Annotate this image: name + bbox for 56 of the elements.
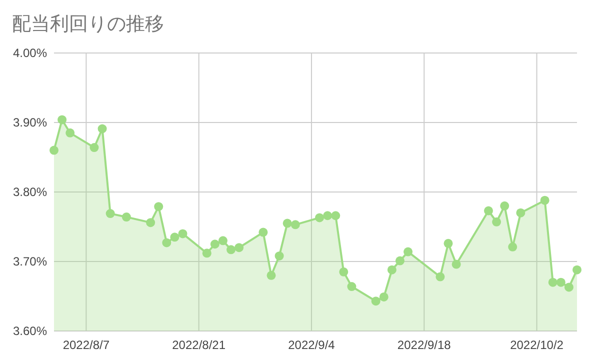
x-tick-label: 2022/10/2: [510, 338, 564, 352]
point: [492, 217, 502, 226]
point: [122, 212, 131, 222]
point: [484, 206, 493, 216]
y-tick-label: 3.90%: [12, 116, 48, 130]
point: [146, 218, 156, 228]
point: [266, 270, 276, 280]
x-tick-label: 2022/9/4: [288, 338, 336, 352]
point: [258, 228, 268, 237]
point: [162, 238, 172, 248]
point: [178, 229, 188, 238]
point: [516, 208, 526, 218]
x-tick-label: 2022/8/21: [172, 338, 226, 352]
point: [331, 211, 340, 220]
y-tick-label: 3.80%: [12, 185, 48, 199]
point: [154, 202, 164, 212]
point: [404, 247, 413, 256]
point: [444, 238, 453, 248]
point: [339, 267, 348, 276]
point: [323, 211, 332, 220]
point: [50, 146, 58, 155]
point: [540, 196, 550, 205]
y-tick-label: 4.00%: [12, 46, 48, 60]
point: [395, 256, 404, 266]
point: [210, 240, 220, 249]
point: [218, 236, 228, 246]
point: [508, 242, 518, 252]
y-tick-label: 3.70%: [12, 254, 48, 268]
point: [436, 272, 445, 282]
point: [452, 260, 461, 269]
point: [90, 143, 99, 152]
chart-title: 配当利回りの推移: [12, 14, 164, 35]
point: [274, 251, 284, 260]
point: [202, 248, 212, 258]
x-tick-label: 2022/9/18: [397, 338, 452, 352]
point: [66, 128, 75, 138]
point: [379, 292, 388, 302]
point: [226, 245, 236, 254]
point: [548, 278, 558, 287]
point: [170, 232, 180, 242]
point: [98, 124, 107, 134]
point: [500, 201, 510, 210]
point: [58, 115, 67, 124]
point: [347, 282, 356, 292]
point: [564, 282, 574, 292]
y-tick-label: 3.60%: [12, 324, 48, 338]
x-tick-label: 2022/8/7: [62, 338, 110, 352]
point: [572, 265, 582, 274]
point: [387, 265, 396, 274]
point: [556, 278, 566, 287]
point: [315, 213, 324, 222]
point: [106, 209, 115, 218]
point: [234, 243, 244, 252]
point: [290, 220, 300, 230]
point: [371, 296, 380, 306]
point: [282, 218, 292, 228]
